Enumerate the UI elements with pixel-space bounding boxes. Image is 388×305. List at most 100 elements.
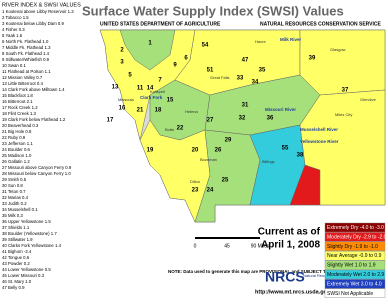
basin-number: 27: [207, 118, 214, 124]
basin-entry: 28 Missouri below Canyon Ferry 1.0: [2, 171, 71, 176]
legend-label: Moderately Dry -2.9 to -2.0: [327, 234, 387, 240]
basin-entry: 27 Missouri above Canyon Ferry 0.9: [2, 165, 72, 170]
basin-number: 15: [167, 98, 174, 104]
basin-entry: 16 Bitterroot 2.1: [2, 99, 33, 104]
basin-number: 20: [192, 148, 199, 154]
legend-label: Extremely Wet 3.0 to 4.0: [327, 281, 382, 287]
agency-left: UNITED STATES DEPARTMENT OF AGRICULTURE: [100, 21, 221, 27]
legend-swatch: [324, 260, 386, 270]
city: Glendive: [360, 97, 377, 102]
basin-entry: 1 Kootenai above Libby Reservoir 1.3: [2, 9, 74, 14]
basin-entry: 21 Big Hole 0.8: [2, 129, 32, 134]
current-date: April 1, 2008: [261, 240, 320, 251]
basin-entry: 18 Flint Creek 1.3: [2, 111, 37, 116]
basin-number: 32: [239, 116, 246, 122]
basin-number: 1: [148, 41, 152, 47]
legend-label: Moderately Wet 2.0 to 2.9: [327, 272, 384, 278]
basin-entry: 23 Jefferson 1.1: [2, 141, 33, 146]
basin-entry: 39 Stillwater 1.9: [2, 237, 33, 242]
basin-list: 1 Kootenai above Libby Reservoir 1.32 To…: [2, 9, 74, 290]
basin-number: 35: [259, 68, 266, 74]
logo-name: NRCS: [265, 269, 305, 285]
basin-entry: 43 Powder 0.2: [2, 261, 30, 266]
basin-entry: 15 Blackfoot 1.8: [2, 93, 33, 98]
basin-number: 5: [128, 73, 132, 79]
note: NOTE: Data used to generate this map are…: [168, 269, 351, 274]
city: Kalispell: [150, 89, 165, 94]
basin-entry: 31 Teton 0.7: [2, 189, 26, 194]
scale-label: 45: [224, 243, 230, 249]
basin-number: 24: [207, 188, 214, 194]
basin-entry: 22 Ruby 0.9: [2, 135, 26, 140]
basin: [299, 29, 386, 96]
basin-number: 22: [177, 126, 184, 132]
river: Milk River: [280, 37, 302, 42]
basin-number: 21: [137, 108, 144, 114]
basin-entry: 17 Rock Creek 1.2: [2, 105, 38, 110]
legend-swatch: [324, 232, 386, 242]
basin-number: 34: [252, 80, 259, 86]
basin-entry: 14 Clark Fork above Milltown 1.4: [2, 87, 65, 92]
url: http://www.mt.nrcs.usda.gov: [255, 289, 331, 295]
basin-number: 6: [184, 56, 188, 62]
basin-number: 38: [297, 153, 304, 159]
basin-number: 16: [119, 106, 126, 112]
basin: [119, 29, 176, 71]
city: Butte: [165, 127, 175, 132]
basin-number: 2: [120, 48, 124, 54]
basin-entry: 30 Sun 0.8: [2, 183, 23, 188]
legend-label: Slightly Wet 1.0 to 1.9: [327, 263, 376, 269]
river: Clark Fork: [140, 95, 163, 100]
basin-entry: 32 Marias 0.4: [2, 195, 29, 200]
basin-entry: 33 Judith 0.2: [2, 201, 27, 206]
basin-number: 26: [215, 148, 222, 154]
basin-number: 13: [112, 85, 119, 91]
list-title: RIVER INDEX & SWSI VALUES: [2, 2, 81, 8]
basin-entry: 35 Milk 0.3: [2, 213, 23, 218]
basin-number: 33: [237, 76, 244, 82]
legend-swatch: [324, 241, 386, 252]
basin-number: 54: [202, 43, 209, 49]
basin-entry: 9 Stillwater/Whitefish 0.9: [2, 57, 50, 62]
basin-entry: 34 Musselshell 0.1: [2, 207, 38, 212]
legend-swatch: [324, 250, 386, 261]
legend-label: SWSI Not Applicable: [327, 291, 373, 297]
basin-entry: 41 Bighorn -2.4: [2, 249, 32, 254]
legend-label: Near Average -0.9 to 0.9: [327, 253, 382, 259]
basin-entry: 47 Belly 0.9: [2, 285, 25, 290]
basin-number: 14: [147, 86, 154, 92]
basin-entry: 8 South Fk. Flathead 1.4: [2, 51, 50, 56]
basin-number: 17: [107, 118, 114, 124]
scale-label: 0: [194, 243, 197, 249]
basin-entry: 25 Madison 1.0: [2, 153, 32, 158]
basin-number: 37: [342, 88, 349, 94]
legend-label: Slightly Dry -1.9 to -1.0: [327, 244, 378, 250]
legend-swatch: [324, 279, 386, 289]
basin-entry: 13 Little Bitterroot 0.4: [2, 81, 43, 86]
basin-number: 9: [173, 63, 177, 69]
basin-entry: 20 Beaverhead 0.3: [2, 123, 39, 128]
scale-label: 90 Miles: [251, 243, 270, 249]
basin-entry: 12 Mission Valley 0.7: [2, 75, 43, 80]
basin-entry: 10 Swan 0.1: [2, 63, 26, 68]
basin-entry: 19 Clark Fork below Flathead 1.2: [2, 117, 66, 122]
basin-number: 39: [309, 56, 316, 62]
basin-number: 55: [282, 146, 289, 152]
basin-entry: 5 Yaak 1.6: [2, 33, 23, 38]
basin-number: 11: [137, 86, 144, 92]
legend-swatch: [324, 269, 386, 280]
basin-entry: 26 Gallatin 1.2: [2, 159, 30, 164]
river: Missouri River: [265, 107, 296, 112]
city: Havre: [255, 39, 266, 44]
basin: [299, 89, 386, 206]
basin-number: 23: [192, 188, 199, 194]
basin-entry: 44 Lower Yellowstone 0.5: [2, 267, 51, 272]
basin-number: 51: [207, 68, 214, 74]
basin-number: 18: [155, 108, 162, 114]
basin-entry: 6 North Fk. Flathead 1.0: [2, 39, 49, 44]
legend-label: Extremely Dry -4.0 to -3.0: [327, 225, 384, 231]
basin-entry: 36 Upper Yellowstone 1.5: [2, 219, 51, 224]
city: Bozeman: [200, 157, 217, 162]
